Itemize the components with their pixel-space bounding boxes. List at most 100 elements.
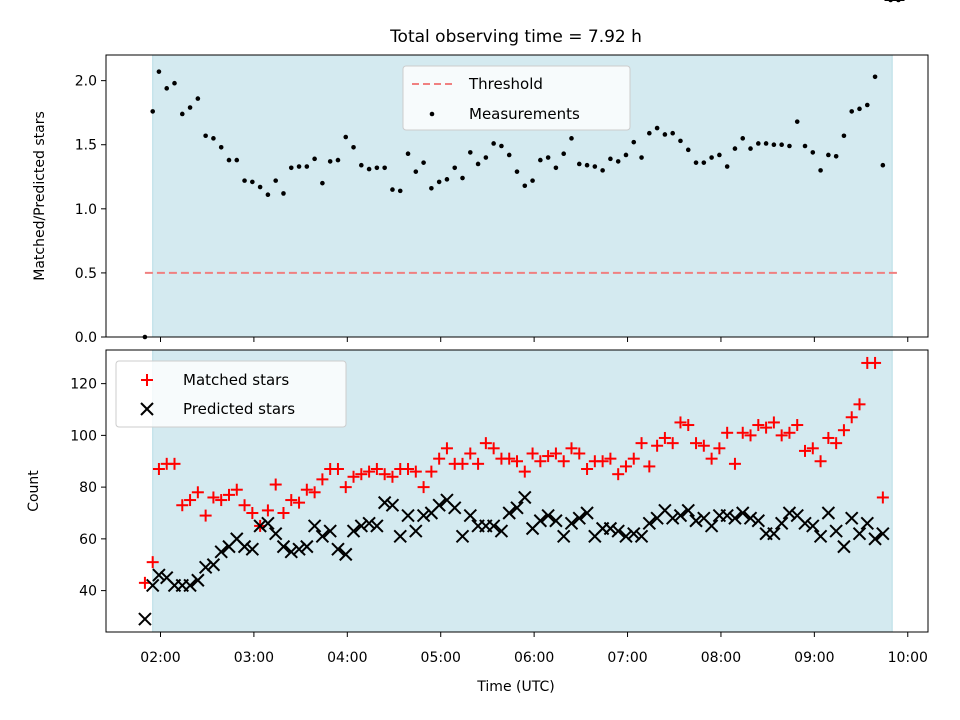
measurements-legend-icon (429, 111, 435, 117)
measurement-point (685, 147, 691, 153)
predicted-star-point (619, 529, 633, 543)
measurement-point (187, 105, 193, 110)
matched-star-point (316, 473, 329, 486)
predicted-star-point (354, 519, 369, 533)
matched-star-point (308, 486, 321, 499)
matched-star-point (526, 447, 539, 460)
predicted-star-point (876, 526, 890, 541)
matched-star-point (830, 437, 843, 450)
y-tick-label: 60 (79, 532, 97, 548)
measurement-point (561, 151, 567, 156)
measurement-point (530, 178, 535, 183)
measurement-point (226, 157, 232, 163)
predicted-star-point (138, 612, 152, 626)
measurement-point (639, 155, 644, 160)
ratio-plot-frame (105, 54, 929, 338)
matched-star-point (549, 447, 562, 460)
predicted-star-point (743, 511, 758, 525)
measurement-point (444, 177, 450, 182)
y-tick-label: 1.5 (75, 138, 97, 154)
predicted-star-point (642, 516, 657, 531)
measurement-point (327, 159, 333, 164)
measurement-point (288, 165, 294, 171)
matched-star-point (643, 460, 656, 473)
predicted-star-point (736, 506, 750, 520)
measurement-point (413, 169, 419, 174)
matched-star-point (409, 465, 422, 478)
measurement-point (374, 165, 380, 171)
predicted-star-point (385, 498, 400, 512)
count-marks (138, 0, 905, 626)
matched-star-point (347, 470, 360, 483)
matched-star-point (518, 465, 531, 478)
predicted-stars-legend-icon (140, 402, 154, 416)
x-tick-label: 04:00 (327, 650, 367, 666)
measurement-point (514, 169, 520, 174)
measurement-point (359, 162, 364, 168)
predicted-star-point (603, 521, 618, 536)
predicted-star-point (665, 511, 680, 525)
predicted-star-point (541, 508, 555, 523)
matched-star-point (230, 483, 243, 496)
matched-star-point (417, 481, 430, 494)
measurement-point (849, 109, 855, 114)
predicted-star-point (276, 539, 291, 554)
measurement-point (600, 168, 605, 173)
predicted-star-point (323, 524, 337, 538)
measurement-point (810, 150, 816, 155)
measurement-point (179, 111, 185, 117)
measurement-point (195, 96, 201, 101)
x-axis-label: Time (UTC) (476, 679, 554, 695)
matched-star-point (433, 452, 446, 465)
measurement-point (654, 125, 660, 131)
measurement-point (678, 138, 683, 144)
measurement-point (545, 155, 551, 160)
y-tick-label: 0.5 (75, 266, 97, 282)
count-y-axis-label: Count (26, 470, 42, 512)
measurement-point (429, 186, 434, 191)
ratio-panel: 0.00.51.01.52.0 Matched/Predicted stars … (32, 0, 929, 346)
count-y-ticks: 40 60 80 100 120 (70, 377, 106, 600)
measurement-point (857, 106, 862, 112)
x-tick-label: 10:00 (888, 650, 928, 666)
predicted-star-point (510, 501, 524, 515)
predicted-star-point (416, 508, 431, 523)
measurement-point (717, 152, 722, 158)
measurement-point (296, 164, 302, 169)
predicted-star-point (198, 560, 213, 575)
matched-star-point (184, 494, 197, 507)
ratio-y-ticks: 0.0 0.5 1.0 1.5 2.0 (75, 74, 106, 346)
predicted-star-point (829, 524, 843, 538)
matched-star-point (479, 437, 492, 450)
measurement-point (382, 165, 387, 171)
matched-star-point (775, 429, 788, 442)
count-legend: Matched stars Predicted stars (115, 360, 347, 428)
predicted-star-point (370, 519, 384, 533)
measurement-point (172, 80, 177, 86)
predicted-star-point (245, 542, 260, 556)
measurement-point (421, 160, 426, 165)
measurement-point (693, 160, 699, 165)
matched-star-point (837, 424, 850, 437)
predicted-star-point (393, 529, 407, 543)
predicted-star-point (518, 490, 532, 505)
predicted-star-point (556, 529, 571, 543)
x-tick-label: 02:00 (140, 650, 180, 666)
measurement-point (522, 183, 528, 189)
y-tick-label: 100 (70, 428, 97, 444)
measurement-point (250, 179, 255, 185)
matched-stars-legend-icon (141, 374, 153, 386)
predicted-star-point (432, 498, 446, 512)
measurement-point (872, 74, 878, 80)
matched-star-point (565, 442, 578, 455)
matched-star-point (869, 356, 882, 369)
measurement-point (724, 164, 730, 169)
measurement-point (880, 162, 886, 168)
matched-star-point (799, 444, 812, 457)
measurement-point (265, 192, 271, 198)
predicted-star-point (767, 526, 781, 541)
chart-title: Total observing time = 7.92 h (389, 27, 642, 47)
y-tick-label: 1.0 (75, 202, 97, 218)
measurement-point (771, 142, 777, 148)
predicted-star-point (206, 558, 221, 572)
